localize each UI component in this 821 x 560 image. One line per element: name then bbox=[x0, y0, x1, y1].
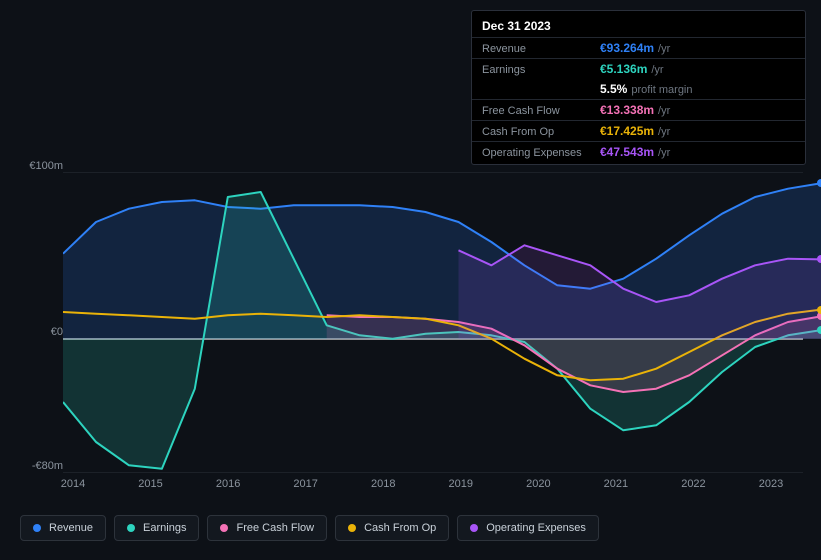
series-end-marker bbox=[817, 326, 821, 334]
tooltip-date: Dec 31 2023 bbox=[472, 19, 805, 37]
tooltip-suffix: /yr bbox=[658, 126, 670, 138]
tooltip-label: Revenue bbox=[482, 43, 600, 55]
legend-label: Operating Expenses bbox=[486, 522, 586, 534]
tooltip-value: €17.425m bbox=[600, 124, 654, 138]
legend-label: Revenue bbox=[49, 522, 93, 534]
legend-label: Earnings bbox=[143, 522, 186, 534]
legend-item[interactable]: Free Cash Flow bbox=[207, 515, 327, 541]
x-axis: 2014 2015 2016 2017 2018 2019 2020 2021 2022 2023 bbox=[63, 478, 821, 498]
legend-label: Cash From Op bbox=[364, 522, 436, 534]
y-tick-bottom: -€80m bbox=[32, 460, 63, 472]
tooltip-value: €5.136m bbox=[600, 62, 647, 76]
tooltip-suffix: /yr bbox=[651, 64, 663, 76]
tooltip-row-cashop: Cash From Op €17.425m /yr bbox=[472, 120, 805, 141]
tooltip-value: €13.338m bbox=[600, 103, 654, 117]
tooltip-suffix: /yr bbox=[658, 105, 670, 117]
tooltip-label: Operating Expenses bbox=[482, 147, 600, 159]
chart-tooltip: Dec 31 2023 Revenue €93.264m /yr Earning… bbox=[471, 10, 806, 165]
x-tick: 2020 bbox=[526, 478, 550, 490]
y-tick-zero: €0 bbox=[51, 326, 63, 338]
x-tick: 2014 bbox=[61, 478, 85, 490]
legend-item[interactable]: Cash From Op bbox=[335, 515, 449, 541]
legend-swatch bbox=[220, 524, 228, 532]
x-tick: 2016 bbox=[216, 478, 240, 490]
tooltip-profit-margin: 5.5% profit margin bbox=[472, 79, 805, 99]
tooltip-value: €93.264m bbox=[600, 41, 654, 55]
x-tick: 2018 bbox=[371, 478, 395, 490]
x-tick: 2021 bbox=[604, 478, 628, 490]
x-tick: 2022 bbox=[681, 478, 705, 490]
tooltip-row-opex: Operating Expenses €47.543m /yr bbox=[472, 141, 805, 162]
series-end-marker bbox=[817, 179, 821, 187]
tooltip-sub-value: 5.5% bbox=[600, 82, 627, 96]
legend-item[interactable]: Earnings bbox=[114, 515, 199, 541]
gridline-bottom bbox=[63, 472, 803, 473]
x-tick: 2023 bbox=[759, 478, 783, 490]
series-end-marker bbox=[817, 306, 821, 314]
tooltip-sub-suffix: profit margin bbox=[631, 84, 692, 96]
tooltip-value: €47.543m bbox=[600, 145, 654, 159]
legend-swatch bbox=[348, 524, 356, 532]
legend-swatch bbox=[127, 524, 135, 532]
tooltip-row-revenue: Revenue €93.264m /yr bbox=[472, 37, 805, 58]
chart-legend: Revenue Earnings Free Cash Flow Cash From O… bbox=[20, 515, 599, 541]
tooltip-suffix: /yr bbox=[658, 147, 670, 159]
tooltip-label: Cash From Op bbox=[482, 126, 600, 138]
chart-plot[interactable] bbox=[63, 172, 821, 472]
tooltip-label: Free Cash Flow bbox=[482, 105, 600, 117]
legend-item[interactable]: Operating Expenses bbox=[457, 515, 599, 541]
legend-item[interactable]: Revenue bbox=[20, 515, 106, 541]
series-end-marker bbox=[817, 255, 821, 263]
x-tick: 2017 bbox=[293, 478, 317, 490]
tooltip-row-earnings: Earnings €5.136m /yr bbox=[472, 58, 805, 79]
x-tick: 2019 bbox=[449, 478, 473, 490]
x-tick: 2015 bbox=[138, 478, 162, 490]
tooltip-row-fcf: Free Cash Flow €13.338m /yr bbox=[472, 99, 805, 120]
tooltip-suffix: /yr bbox=[658, 43, 670, 55]
legend-swatch bbox=[33, 524, 41, 532]
legend-label: Free Cash Flow bbox=[236, 522, 314, 534]
tooltip-label: Earnings bbox=[482, 64, 600, 76]
y-tick-top: €100m bbox=[29, 160, 63, 172]
legend-swatch bbox=[470, 524, 478, 532]
